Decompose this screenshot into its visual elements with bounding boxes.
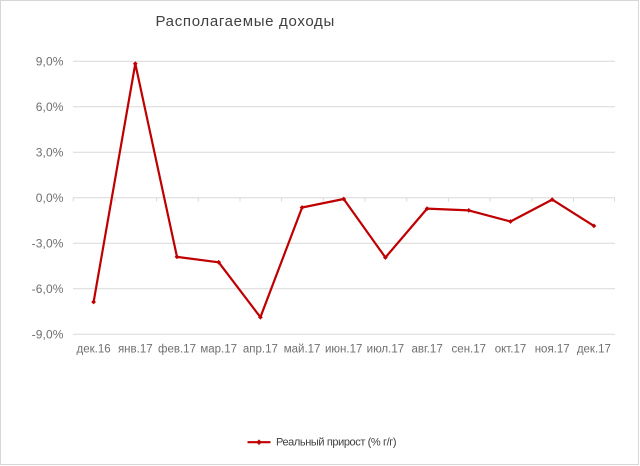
svg-text:дек.17: дек.17 <box>577 344 611 356</box>
svg-text:-6,0%: -6,0% <box>32 282 64 296</box>
svg-text:-3,0%: -3,0% <box>32 237 64 251</box>
svg-text:Располагаемые доходы: Располагаемые доходы <box>156 13 335 30</box>
svg-text:3,0%: 3,0% <box>36 146 64 160</box>
svg-text:окт.17: окт.17 <box>495 344 527 356</box>
svg-text:фев.17: фев.17 <box>158 344 196 356</box>
svg-text:авг.17: авг.17 <box>411 344 442 356</box>
svg-text:Реальный прирост (% г/г): Реальный прирост (% г/г) <box>276 437 396 449</box>
svg-text:май.17: май.17 <box>284 344 321 356</box>
svg-text:апр.17: апр.17 <box>243 344 278 356</box>
svg-text:-9,0%: -9,0% <box>32 328 64 342</box>
svg-text:июн.17: июн.17 <box>325 344 362 356</box>
svg-text:9,0%: 9,0% <box>36 55 64 69</box>
svg-text:мар.17: мар.17 <box>200 344 237 356</box>
svg-text:дек.16: дек.16 <box>77 344 111 356</box>
svg-text:июл.17: июл.17 <box>367 344 405 356</box>
svg-text:ноя.17: ноя.17 <box>535 344 570 356</box>
svg-text:сен.17: сен.17 <box>452 344 486 356</box>
svg-text:янв.17: янв.17 <box>118 344 153 356</box>
svg-text:6,0%: 6,0% <box>36 100 64 114</box>
svg-text:0,0%: 0,0% <box>36 191 64 205</box>
